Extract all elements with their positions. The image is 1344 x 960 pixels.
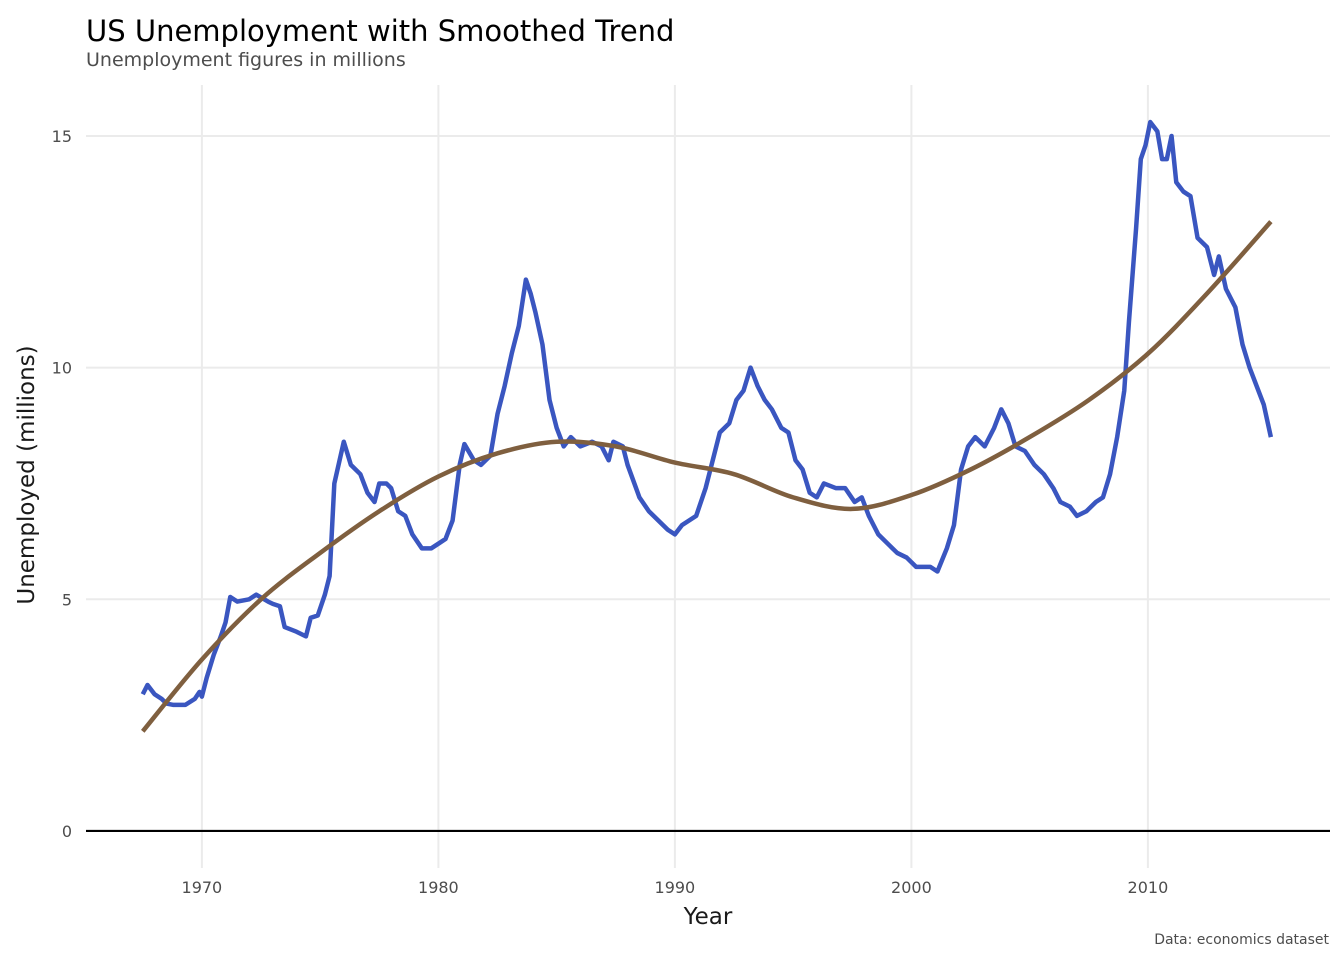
chart-title: US Unemployment with Smoothed Trend <box>86 14 674 48</box>
chart-subtitle: Unemployment figures in millions <box>86 49 406 71</box>
ticks: 1970 1980 1990 2000 2010 0 5 10 15 <box>52 127 1169 897</box>
y-axis-title: Unemployed (millions) <box>14 345 40 604</box>
y-tick-label: 15 <box>52 127 72 146</box>
x-tick-label: 1990 <box>655 878 696 897</box>
y-tick-label: 0 <box>62 822 72 841</box>
lines <box>140 119 1274 733</box>
y-tick-label: 10 <box>52 359 72 378</box>
grid <box>86 85 1330 868</box>
x-axis-title: Year <box>683 904 733 930</box>
caption: Data: economics dataset <box>1154 932 1329 948</box>
x-tick-label: 2010 <box>1128 878 1169 897</box>
x-tick-label: 2000 <box>891 878 932 897</box>
x-tick-label: 1980 <box>418 878 459 897</box>
x-tick-label: 1970 <box>182 878 223 897</box>
y-tick-label: 5 <box>62 590 72 609</box>
smoothed-trend-line <box>141 220 1273 733</box>
unemployment-line <box>140 119 1274 708</box>
